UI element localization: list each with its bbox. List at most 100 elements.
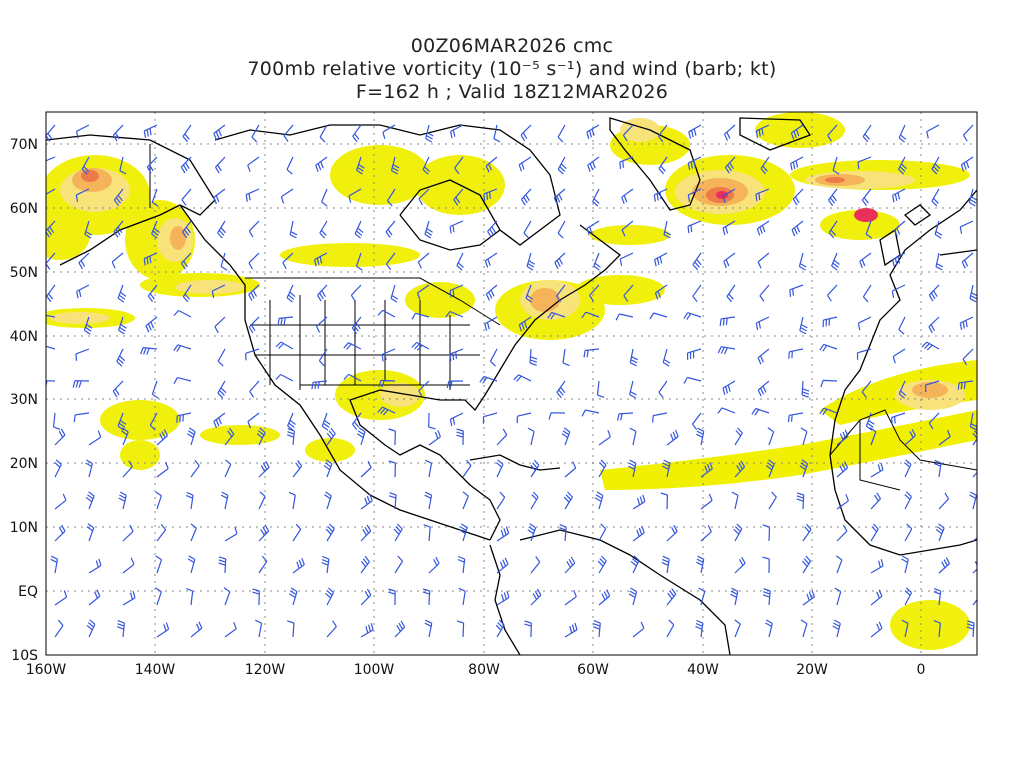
wind-barb [598,430,611,446]
wind-barb [904,491,912,510]
wind-barb [862,124,872,143]
wind-barb [564,589,577,606]
wind-barb [892,348,906,364]
wind-barb [762,524,771,542]
wind-barb [211,284,226,299]
wind-barb [791,220,804,237]
wind-barb [734,619,741,638]
wind-barb [275,341,294,350]
wind-barb [213,124,226,141]
wind-barb [592,188,600,207]
wind-barb [730,587,739,606]
wind-barb [615,313,634,321]
wind-barb [969,284,977,303]
wind-barb [360,588,372,606]
wind-barb [861,188,872,206]
title-line-2: 700mb relative vorticity (10⁻⁵ s⁻¹) and … [247,58,777,80]
wind-barb [621,220,634,237]
wind-barb [54,619,64,638]
graticule [46,112,977,655]
wind-barb [424,619,433,638]
wind-barb [966,620,975,638]
wind-barb [692,252,702,271]
wind-barb [360,493,373,510]
lon-label: 0 [917,662,926,678]
wind-barb [598,589,611,606]
wind-barb [859,252,872,269]
wind-barb [790,156,804,171]
wind-barb [653,188,668,202]
wind-barb [596,380,605,398]
wind-barb [275,373,294,382]
wind-barb [85,459,93,478]
wind-barb [428,430,441,446]
wind-barb [496,526,510,542]
wind-barb [520,188,532,206]
wind-barb [819,407,838,416]
wind-barb [654,284,668,300]
wind-barb [248,316,260,334]
wind-barb [218,556,227,574]
wind-barb [140,347,158,355]
lat-label: EQ [18,584,38,600]
wind-barb [85,491,95,510]
wind-barb [904,587,913,606]
wind-barb [348,188,362,203]
wind-barb [446,380,464,389]
wind-barb [897,156,907,175]
political-borders [149,144,977,491]
wind-barb [176,412,192,423]
wind-barb [286,428,295,446]
wind-barb [792,188,804,206]
wind-barb [654,252,668,267]
wind-barb [925,380,940,393]
wind-barb [666,588,677,606]
wind-barb [382,124,396,140]
wind-barb [632,621,645,638]
wind-barb [757,348,770,365]
wind-barb [462,491,469,510]
wind-barb [799,459,809,478]
wind-barb [54,524,66,542]
wind-barb [224,428,235,446]
wind-barb [594,491,604,510]
wind-barb [928,284,940,302]
wind-barb [214,156,226,174]
wind-barb [789,284,804,297]
wind-barb [75,124,90,139]
latitude-labels: 70N 60N 50N 40N 30N 20N 10N EQ 10S [10,137,38,664]
wind-barb [513,374,532,382]
wind-barb [484,252,498,268]
wind-barb [151,380,159,399]
wind-barb [621,188,634,205]
wind-barb [292,523,302,542]
wind-barb [518,316,532,332]
wind-barb [462,459,472,478]
wind-barb [321,555,330,574]
wind-barb [629,427,637,446]
wind-barb [935,523,945,542]
wind-barb [214,316,226,334]
lon-label: 100W [354,662,395,678]
wind-barb [865,412,875,431]
wind-barb [118,491,127,510]
wind-barb [836,494,849,510]
wind-barb [723,124,736,141]
wind-barb [751,407,770,416]
wind-barb [224,621,237,638]
wind-barb [122,590,136,606]
wind-barb [418,188,430,206]
lon-label: 160W [26,662,67,678]
lat-label: 40N [10,329,38,345]
wind-barb [834,587,842,606]
lon-label: 20W [796,662,828,678]
title-line-3: F=162 h ; Valid 18Z12MAR2026 [355,81,669,103]
wind-barb [960,156,974,172]
wind-barb [360,461,372,478]
wind-barb [351,316,362,334]
wind-barb [449,348,464,362]
wind-barb [122,460,133,478]
wind-barb [321,412,331,431]
wind-barb [687,220,702,234]
wind-barb [628,459,637,478]
